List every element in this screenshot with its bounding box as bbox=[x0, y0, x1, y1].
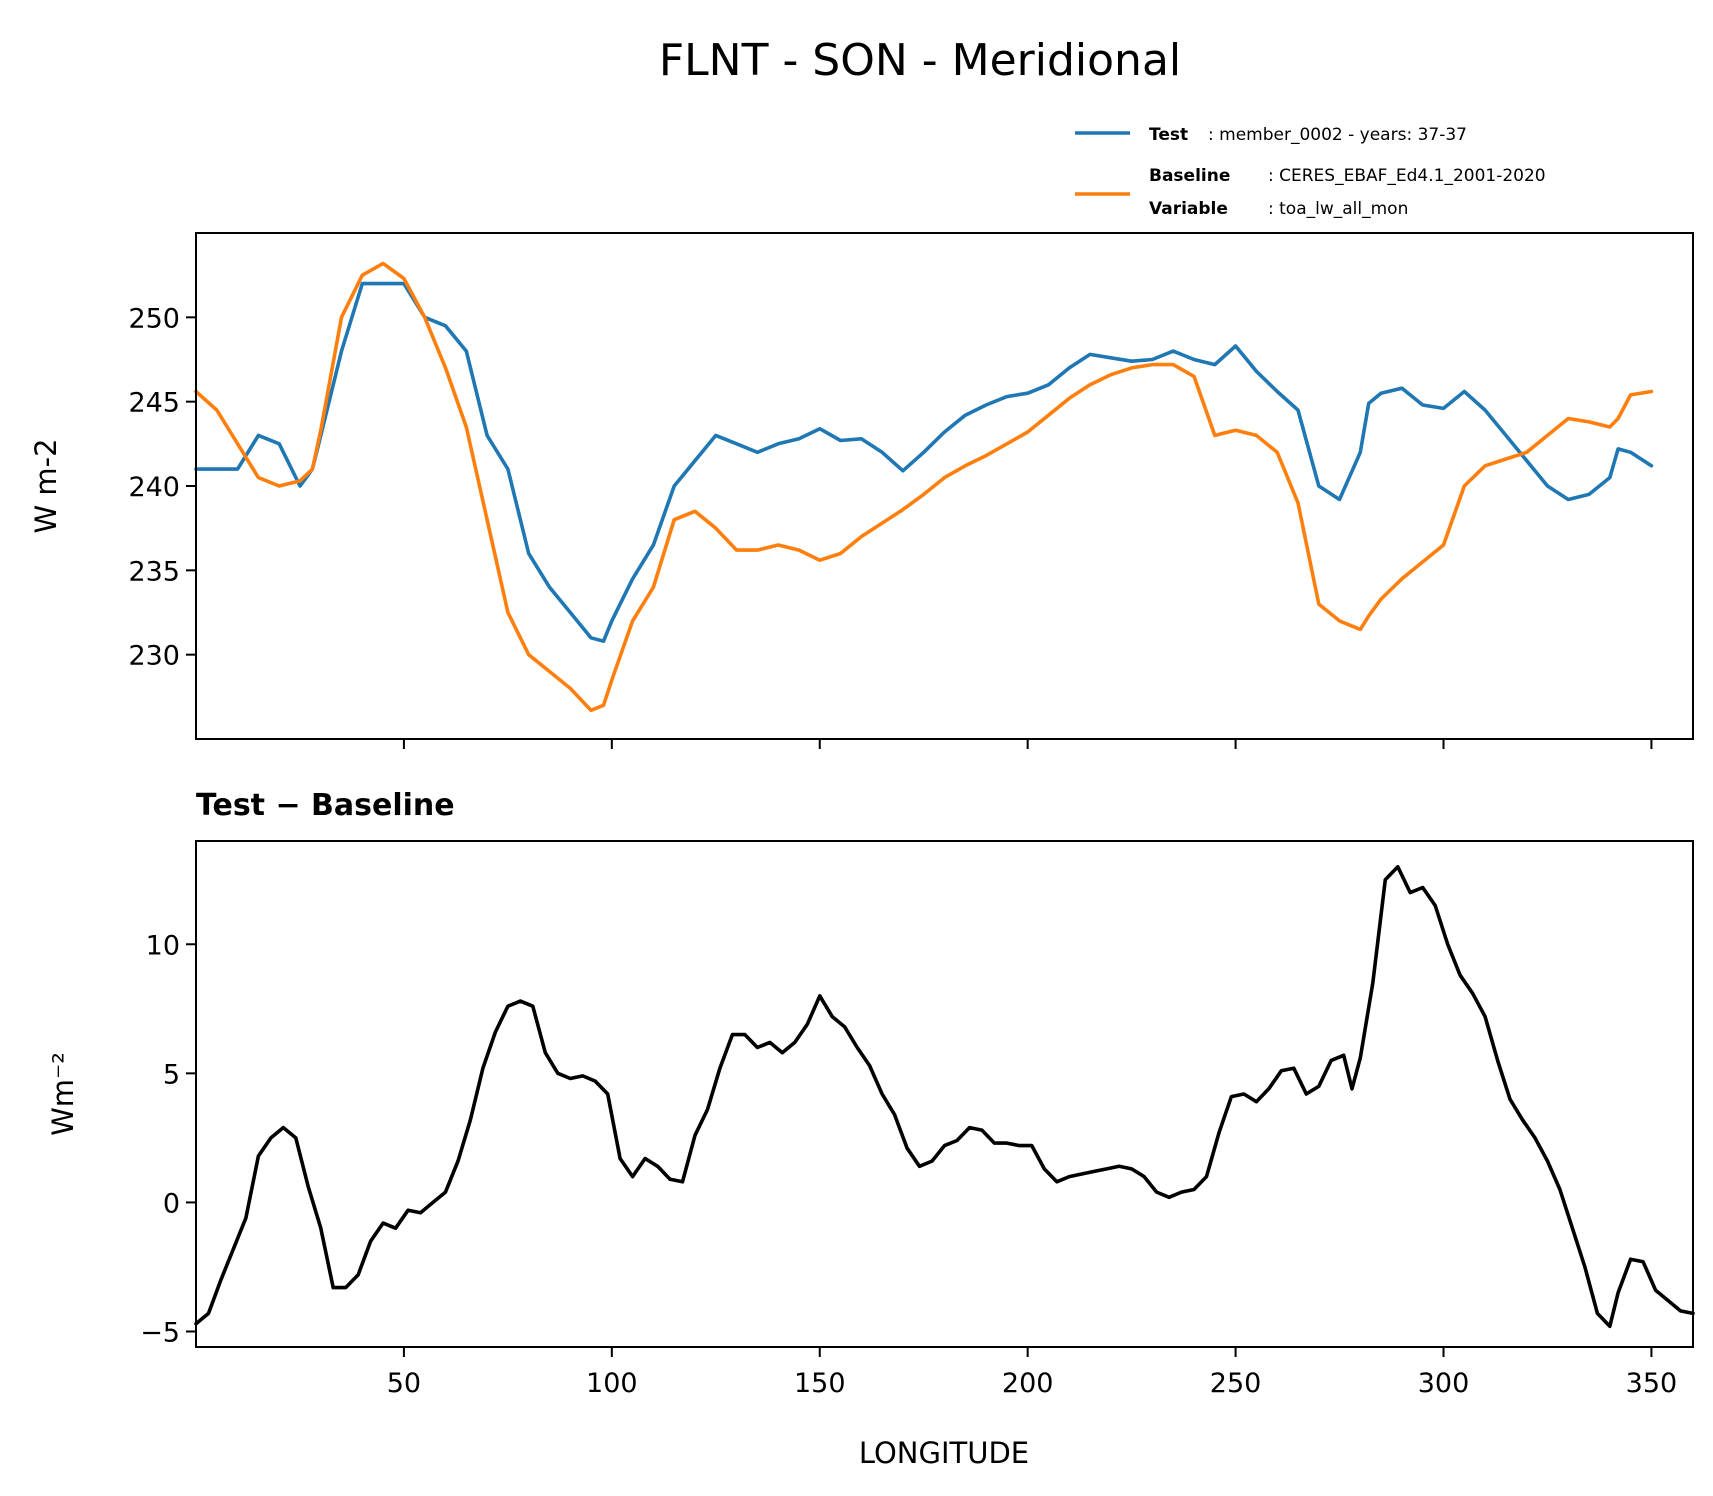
y-tick-label-0-4: 250 bbox=[128, 303, 180, 334]
y-tick-label-1-2: 5 bbox=[163, 1059, 180, 1090]
y-tick-label-0-1: 235 bbox=[128, 556, 180, 587]
legend: Test : member_0002 - years: 37-37 Baseli… bbox=[1075, 125, 1546, 219]
x-tick-label-1-5: 300 bbox=[1418, 1368, 1470, 1399]
y-tick-label-1-0: −5 bbox=[140, 1318, 180, 1349]
x-tick-label-1-2: 150 bbox=[794, 1368, 846, 1399]
bottom-axes: Test − Baseline −5 0 5 10 50 100 150 200 250 300 3… bbox=[46, 788, 1695, 1470]
y-tick-label-1-1: 0 bbox=[163, 1188, 180, 1219]
bottom-subtitle: Test − Baseline bbox=[196, 788, 455, 823]
top-axes: 230 235 240 245 250 W m-2 bbox=[29, 232, 1694, 749]
bottom-ticks-group: −5 0 5 10 50 100 150 200 250 300 350 bbox=[140, 930, 1677, 1399]
bottom-xlabel: LONGITUDE bbox=[859, 1436, 1029, 1470]
legend-test-value: : member_0002 - years: 37-37 bbox=[1208, 125, 1467, 145]
y-tick-label-0-0: 230 bbox=[128, 641, 180, 672]
bottom-series-group bbox=[194, 865, 1695, 1329]
bottom-ylabel: Wm⁻² bbox=[46, 1052, 80, 1136]
legend-variable-value: : toa_lw_all_mon bbox=[1268, 199, 1408, 219]
series-line-0-1 bbox=[194, 261, 1654, 713]
top-ylabel: W m-2 bbox=[29, 438, 63, 533]
series-line-0-0 bbox=[194, 281, 1654, 643]
legend-test-key: Test bbox=[1149, 125, 1188, 145]
y-tick-label-0-2: 240 bbox=[128, 472, 180, 503]
legend-baseline-key: Baseline bbox=[1149, 166, 1230, 186]
x-tick-label-1-6: 350 bbox=[1626, 1368, 1678, 1399]
top-axes-frame bbox=[195, 232, 1694, 740]
y-tick-label-1-3: 10 bbox=[146, 930, 180, 961]
bottom-axes-frame bbox=[195, 840, 1694, 1348]
top-series-group bbox=[194, 261, 1654, 713]
y-tick-label-0-3: 245 bbox=[128, 388, 180, 419]
series-line-1-0 bbox=[194, 865, 1695, 1329]
top-ticks-group: 230 235 240 245 250 bbox=[128, 303, 1653, 749]
legend-baseline-value: : CERES_EBAF_Ed4.1_2001-2020 bbox=[1268, 166, 1546, 186]
figure-title: FLNT - SON - Meridional bbox=[659, 35, 1181, 86]
x-tick-label-1-0: 50 bbox=[387, 1368, 421, 1399]
x-tick-label-1-3: 200 bbox=[1002, 1368, 1054, 1399]
x-tick-label-1-4: 250 bbox=[1210, 1368, 1262, 1399]
x-tick-label-1-1: 100 bbox=[586, 1368, 638, 1399]
legend-variable-key: Variable bbox=[1149, 199, 1228, 219]
